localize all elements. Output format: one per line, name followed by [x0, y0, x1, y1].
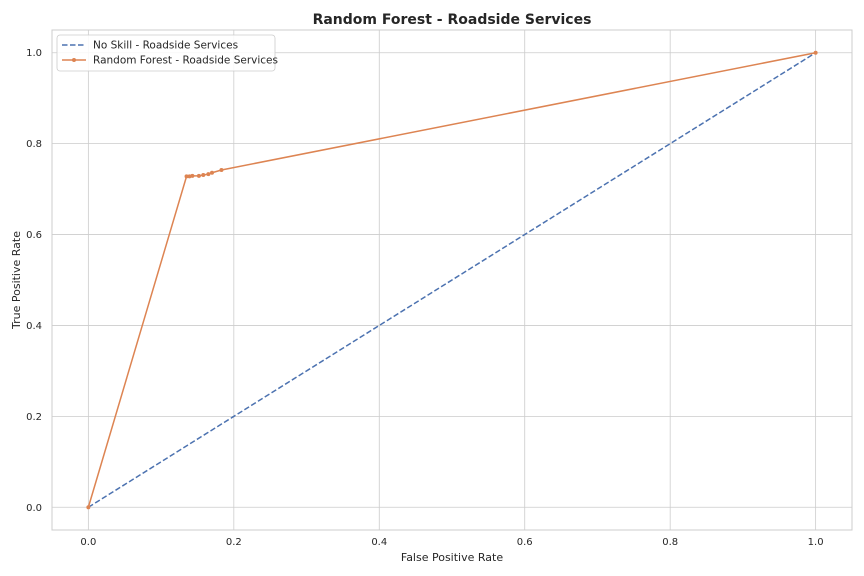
x-tick-label: 0.8: [662, 537, 678, 548]
legend-label-random-forest: Random Forest - Roadside Services: [93, 55, 278, 67]
x-tick-labels: 0.0 0.2 0.4 0.6 0.8 1.0: [80, 537, 823, 548]
legend-label-no-skill: No Skill - Roadside Services: [93, 40, 238, 52]
data-point: [206, 172, 211, 177]
legend: No Skill - Roadside Services Random Fore…: [56, 34, 278, 72]
data-point: [219, 168, 224, 172]
data-point: [86, 505, 91, 510]
plot-area-frame: [51, 29, 853, 531]
x-tick-label: 0.0: [80, 537, 96, 548]
y-tick-labels: 0.0 0.2 0.4 0.6 0.8 1.0: [26, 48, 42, 514]
y-tick-label: 0.0: [26, 503, 42, 514]
data-point: [210, 170, 214, 175]
x-axis-label: False Positive Rate: [401, 551, 503, 564]
x-tick-label: 0.4: [371, 537, 387, 548]
y-tick-label: 0.2: [26, 412, 42, 423]
y-tick-label: 1.0: [26, 48, 42, 59]
series-line-no-skill: [87, 52, 817, 508]
x-tick-label: 1.0: [808, 537, 824, 548]
series-layer: [86, 50, 818, 510]
x-tick-label: 0.2: [226, 537, 242, 548]
y-axis-label: True Positive Rate: [10, 231, 23, 330]
data-point: [190, 173, 195, 178]
y-tick-label: 0.8: [26, 139, 42, 150]
data-point: [184, 174, 189, 179]
x-tick-label: 0.6: [517, 537, 533, 548]
chart-title: Random Forest - Roadside Services: [313, 12, 592, 28]
y-tick-label: 0.4: [26, 321, 42, 332]
data-point: [196, 173, 201, 178]
y-tick-label: 0.6: [26, 230, 42, 241]
legend-marker-random-forest: [72, 58, 76, 62]
legend-box: [56, 34, 276, 72]
data-point: [813, 50, 818, 55]
data-point: [201, 173, 206, 177]
